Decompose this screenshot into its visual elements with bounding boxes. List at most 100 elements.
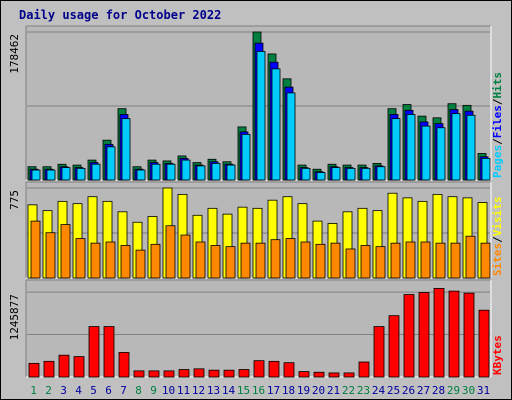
bar-kbytes-day-15 <box>238 369 250 378</box>
day-label-19: 19 <box>297 384 310 397</box>
bar-kbytes-day-4 <box>73 356 85 378</box>
bar-sites-day-27 <box>420 241 431 279</box>
bar-sites-day-21 <box>330 242 341 279</box>
bar-pages-day-20 <box>316 172 326 181</box>
y-max-label: 178462 <box>8 34 21 74</box>
bar-sites-day-8 <box>135 249 146 279</box>
bar-kbytes-day-12 <box>193 368 205 378</box>
bar-kbytes-day-24 <box>373 326 385 378</box>
bar-sites-day-5 <box>90 242 101 279</box>
bar-pages-day-30 <box>466 114 476 181</box>
bar-kbytes-day-20 <box>313 371 325 378</box>
day-labels: 1 2 3 4 5 6 7 8 9 10 11 12 13 14 15 16 17 18 19 20 21 22 23 24 2… <box>30 384 490 397</box>
legend-separator: / <box>491 236 504 243</box>
bar-pages-day-7 <box>121 118 131 181</box>
bar-sites-day-16 <box>255 242 266 279</box>
bar-kbytes-day-7 <box>118 352 130 378</box>
bar-pages-day-27 <box>421 125 431 181</box>
bar-sites-day-13 <box>210 245 221 279</box>
day-label-26: 26 <box>402 384 415 397</box>
day-label-4: 4 <box>75 384 82 397</box>
bar-pages-day-10 <box>166 163 176 181</box>
legend-hits: Hits <box>491 72 504 99</box>
bar-pages-day-26 <box>406 114 416 181</box>
y-max-label: 1245877 <box>8 294 21 340</box>
day-label-8: 8 <box>135 384 142 397</box>
legend-kbytes: KBytes <box>491 335 504 375</box>
bar-pages-day-3 <box>61 167 71 181</box>
y-max-label: 775 <box>8 190 21 210</box>
day-label-1: 1 <box>30 384 37 397</box>
bar-pages-day-19 <box>301 167 311 181</box>
day-label-5: 5 <box>90 384 97 397</box>
bar-pages-day-12 <box>196 165 206 181</box>
day-label-10: 10 <box>162 384 175 397</box>
bar-sites-day-19 <box>300 241 311 279</box>
bar-sites-day-12 <box>195 241 206 279</box>
bar-kbytes-day-1 <box>28 362 40 378</box>
day-label-13: 13 <box>207 384 220 397</box>
legend-separator: / <box>491 138 504 145</box>
bar-sites-day-11 <box>180 234 191 279</box>
panel-kbytes: 1245877 KBytes <box>8 279 504 378</box>
day-label-6: 6 <box>105 384 112 397</box>
bar-pages-day-1 <box>31 169 41 181</box>
day-label-24: 24 <box>372 384 386 397</box>
bar-pages-day-5 <box>91 163 101 181</box>
bar-sites-day-4 <box>75 238 86 279</box>
series-kbytes <box>28 287 490 378</box>
day-label-15: 15 <box>237 384 250 397</box>
legend-kbytes: KBytes <box>491 335 504 375</box>
bar-pages-day-29 <box>451 113 461 181</box>
bar-sites-day-18 <box>285 238 296 279</box>
day-label-12: 12 <box>192 384 205 397</box>
bar-sites-day-22 <box>345 248 356 279</box>
day-label-25: 25 <box>387 384 400 397</box>
bar-kbytes-day-8 <box>133 370 145 378</box>
bar-kbytes-day-11 <box>178 369 190 378</box>
bar-pages-day-2 <box>46 169 56 181</box>
day-label-14: 14 <box>222 384 236 397</box>
bar-pages-day-13 <box>211 163 221 181</box>
day-label-29: 29 <box>447 384 460 397</box>
chart-title: Daily usage for October 2022 <box>19 8 221 22</box>
bar-kbytes-day-28 <box>433 287 445 378</box>
bar-pages-day-4 <box>76 167 86 181</box>
chart-panels: 178462Pages/Files/Hits775Sites/Visits124… <box>8 25 504 378</box>
bar-pages-day-6 <box>106 146 116 181</box>
bar-sites-day-29 <box>450 242 461 279</box>
bar-kbytes-day-19 <box>298 371 310 378</box>
bar-pages-day-15 <box>241 133 251 181</box>
bar-kbytes-day-14 <box>223 369 235 378</box>
bar-sites-day-15 <box>240 242 251 279</box>
bar-pages-day-17 <box>271 68 281 181</box>
bar-kbytes-day-2 <box>43 360 55 378</box>
bar-pages-day-11 <box>181 159 191 181</box>
bar-kbytes-day-30 <box>463 292 475 378</box>
bar-sites-day-6 <box>105 241 116 279</box>
day-label-17: 17 <box>267 384 280 397</box>
bar-pages-day-23 <box>361 167 371 181</box>
day-label-11: 11 <box>177 384 190 397</box>
bar-pages-day-24 <box>376 166 386 181</box>
legend-sites: Sites <box>491 243 504 276</box>
bar-pages-day-28 <box>436 127 446 181</box>
bar-pages-day-25 <box>391 118 401 181</box>
day-label-18: 18 <box>282 384 295 397</box>
bar-kbytes-day-3 <box>58 354 70 378</box>
bar-kbytes-day-9 <box>148 370 160 378</box>
bar-pages-day-21 <box>331 167 341 181</box>
legend-separator: / <box>491 98 504 105</box>
panel-visits-sites: 775 Sites/Visits <box>8 181 504 279</box>
bar-pages-day-18 <box>286 92 296 181</box>
day-label-9: 9 <box>150 384 157 397</box>
day-label-27: 27 <box>417 384 430 397</box>
bar-kbytes-day-25 <box>388 315 400 378</box>
day-label-7: 7 <box>120 384 127 397</box>
bar-sites-day-14 <box>225 246 236 279</box>
bar-kbytes-day-17 <box>268 360 280 378</box>
day-label-20: 20 <box>312 384 325 397</box>
bar-kbytes-day-16 <box>253 360 265 378</box>
